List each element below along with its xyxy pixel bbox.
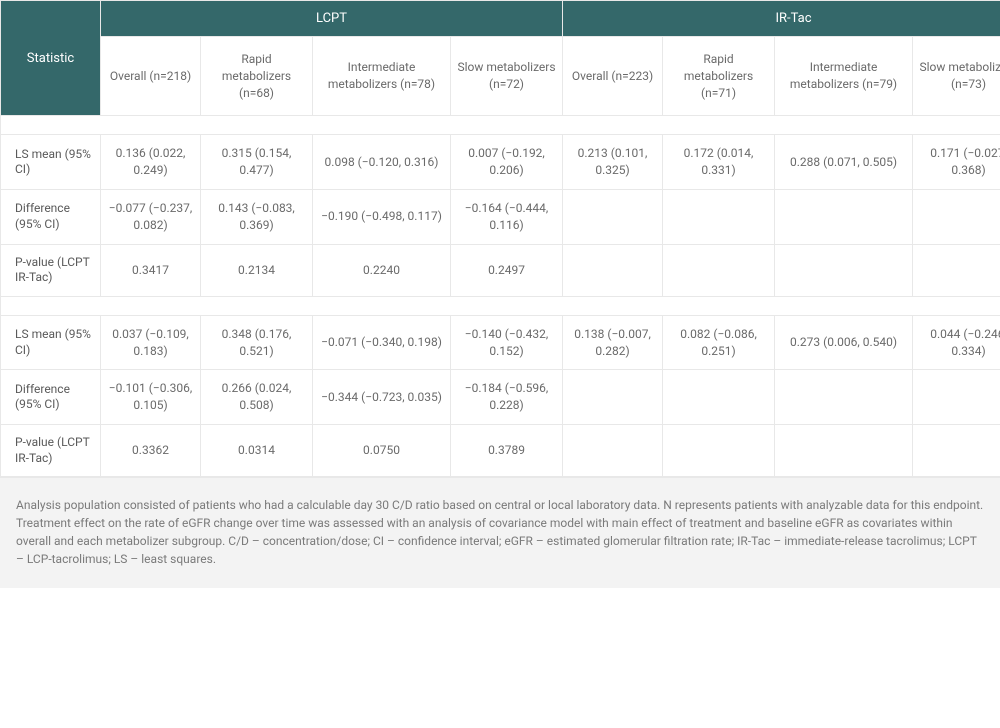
header-group-lcpt: LCPT: [101, 1, 563, 37]
data-cell: −0.184 (−0.596, 0.228): [451, 370, 563, 425]
data-cell: 0.037 (−0.109, 0.183): [101, 315, 201, 370]
row-label: Difference (95% CI): [1, 370, 101, 425]
data-cell: 0.3417: [101, 244, 201, 296]
data-cell: [775, 189, 913, 244]
row-label: P-value (LCPT IR-Tac): [1, 424, 101, 476]
data-cell: 0.266 (0.024, 0.508): [201, 370, 313, 425]
data-cell: 0.138 (−0.007, 0.282): [563, 315, 663, 370]
subheader-5: Rapid metabolizers (n=71): [663, 37, 775, 116]
data-cell: −0.101 (−0.306, 0.105): [101, 370, 201, 425]
data-cell: [563, 424, 663, 476]
data-cell: −0.164 (−0.444, 0.116): [451, 189, 563, 244]
data-cell: [775, 424, 913, 476]
data-cell: [563, 244, 663, 296]
data-cell: [913, 244, 1000, 296]
data-cell: 0.3789: [451, 424, 563, 476]
data-cell: 0.098 (−0.120, 0.316): [313, 135, 451, 190]
data-cell: [663, 370, 775, 425]
data-cell: −0.077 (−0.237, 0.082): [101, 189, 201, 244]
data-cell: 0.0750: [313, 424, 451, 476]
subheader-7: Slow metabolizers (n=73): [913, 37, 1000, 116]
data-cell: [663, 189, 775, 244]
data-cell: [663, 244, 775, 296]
data-cell: 0.136 (0.022, 0.249): [101, 135, 201, 190]
data-cell: 0.0314: [201, 424, 313, 476]
data-cell: 0.007 (−0.192, 0.206): [451, 135, 563, 190]
table-row: P-value (LCPT IR-Tac)0.34170.21340.22400…: [1, 244, 1000, 296]
data-cell: [563, 370, 663, 425]
subheader-6: Intermediate metabolizers (n=79): [775, 37, 913, 116]
data-cell: 0.2497: [451, 244, 563, 296]
data-cell: [663, 424, 775, 476]
data-table: Statistic LCPT IR-Tac Overall (n=218)Rap…: [0, 0, 1000, 477]
footnote: Analysis population consisted of patient…: [0, 477, 1000, 588]
data-cell: 0.082 (−0.086, 0.251): [663, 315, 775, 370]
data-cell: 0.288 (0.071, 0.505): [775, 135, 913, 190]
data-cell: 0.143 (−0.083, 0.369): [201, 189, 313, 244]
data-cell: −0.071 (−0.340, 0.198): [313, 315, 451, 370]
data-cell: [913, 189, 1000, 244]
data-cell: 0.273 (0.006, 0.540): [775, 315, 913, 370]
table-body: LS mean (95% CI)0.136 (0.022, 0.249)0.31…: [1, 116, 1000, 477]
data-cell: 0.213 (0.101, 0.325): [563, 135, 663, 190]
data-cell: −0.140 (−0.432, 0.152): [451, 315, 563, 370]
row-label: Difference (95% CI): [1, 189, 101, 244]
data-cell: [563, 189, 663, 244]
table-row: P-value (LCPT IR-Tac)0.33620.03140.07500…: [1, 424, 1000, 476]
data-cell: [913, 424, 1000, 476]
data-cell: −0.344 (−0.723, 0.035): [313, 370, 451, 425]
header-group-irtac: IR-Tac: [563, 1, 1000, 37]
spacer-row: [1, 116, 1000, 135]
data-cell: 0.348 (0.176, 0.521): [201, 315, 313, 370]
data-cell: 0.172 (0.014, 0.331): [663, 135, 775, 190]
table-row: LS mean (95% CI)0.136 (0.022, 0.249)0.31…: [1, 135, 1000, 190]
data-cell: −0.190 (−0.498, 0.117): [313, 189, 451, 244]
spacer-row: [1, 296, 1000, 315]
table-row: LS mean (95% CI)0.037 (−0.109, 0.183)0.3…: [1, 315, 1000, 370]
subheader-row: Overall (n=218)Rapid metabolizers (n=68)…: [1, 37, 1000, 116]
data-cell: [775, 370, 913, 425]
data-cell: 0.2134: [201, 244, 313, 296]
data-cell: 0.171 (−0.027, 0.368): [913, 135, 1000, 190]
data-cell: 0.2240: [313, 244, 451, 296]
row-label: LS mean (95% CI): [1, 135, 101, 190]
data-cell: 0.315 (0.154, 0.477): [201, 135, 313, 190]
data-cell: [913, 370, 1000, 425]
header-statistic: Statistic: [1, 1, 101, 116]
subheader-1: Rapid metabolizers (n=68): [201, 37, 313, 116]
data-cell: [775, 244, 913, 296]
data-cell: 0.3362: [101, 424, 201, 476]
table-header: Statistic LCPT IR-Tac Overall (n=218)Rap…: [1, 1, 1000, 116]
row-label: P-value (LCPT IR-Tac): [1, 244, 101, 296]
table-row: Difference (95% CI)−0.101 (−0.306, 0.105…: [1, 370, 1000, 425]
table-container: Statistic LCPT IR-Tac Overall (n=218)Rap…: [0, 0, 1000, 588]
data-cell: 0.044 (−0.246, 0.334): [913, 315, 1000, 370]
subheader-4: Overall (n=223): [563, 37, 663, 116]
row-label: LS mean (95% CI): [1, 315, 101, 370]
table-row: Difference (95% CI)−0.077 (−0.237, 0.082…: [1, 189, 1000, 244]
subheader-2: Intermediate metabolizers (n=78): [313, 37, 451, 116]
subheader-3: Slow metabolizers (n=72): [451, 37, 563, 116]
subheader-0: Overall (n=218): [101, 37, 201, 116]
